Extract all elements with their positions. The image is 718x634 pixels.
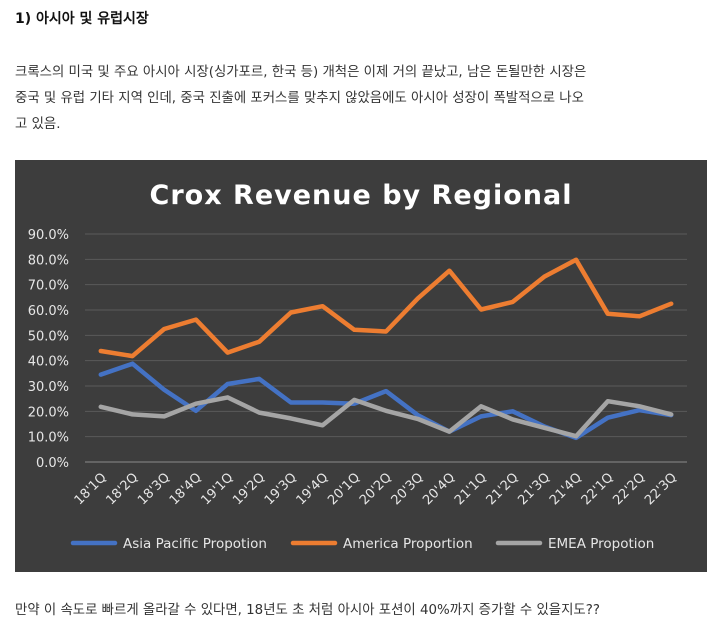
x-tick-label: 20'2Q [357,470,395,508]
y-tick-label: 70.0% [28,279,69,294]
series-line [98,257,674,359]
legend-label: Asia Pacific Propotion [123,536,267,552]
legend-label: America Proportion [343,536,473,552]
x-tick-label: 21'1Q [452,470,490,508]
x-tick-label: 22'2Q [610,470,648,508]
x-tick-label: 20'4Q [420,470,458,508]
y-tick-label: 90.0% [28,228,69,243]
section-title: 1) 아시아 및 유럽시장 [15,11,149,27]
x-tick-label: 18'1Q [72,470,110,508]
x-tick-label: 18'3Q [135,470,173,508]
x-tick-label: 22'3Q [642,470,680,508]
series-line [98,395,674,439]
x-tick-label: 19'4Q [294,470,332,508]
paragraph-line: 중국 및 유럽 기타 지역 인데, 중국 진출에 포커스를 맞추지 않았음에도 … [15,91,584,106]
y-tick-label: 50.0% [28,329,69,344]
x-tick-label: 20'1Q [325,470,363,508]
paragraph-line: 크록스의 미국 및 주요 아시아 시장(싱가포르, 한국 등) 개척은 이제 거… [15,65,587,80]
x-tick-label: 21'4Q [547,470,585,508]
y-tick-label: 40.0% [28,355,69,370]
x-tick-label: 19'1Q [198,470,236,508]
x-tick-label: 19'2Q [230,470,268,508]
y-tick-label: 30.0% [28,380,69,395]
paragraph-line: 고 있음. [15,117,61,132]
x-tick-label: 19'3Q [262,470,300,508]
y-tick-label: 60.0% [28,304,69,319]
intro-paragraph: 크록스의 미국 및 주요 아시아 시장(싱가포르, 한국 등) 개척은 이제 거… [15,60,705,138]
chart-title: Crox Revenue by Regional [150,180,573,211]
y-tick-label: 0.0% [36,456,69,471]
x-tick-label: 21'3Q [515,470,553,508]
x-tick-label: 20'3Q [389,470,427,508]
y-tick-label: 10.0% [28,431,69,446]
y-tick-label: 80.0% [28,253,69,268]
revenue-chart: Crox Revenue by Regional 0.0% 10.0% 20.0% 3… [15,160,707,572]
x-tick-label: 18'4Q [167,470,205,508]
chart-canvas: Crox Revenue by Regional 0.0% 10.0% 20.0% 3… [28,180,687,552]
legend-label: EMEA Propotion [548,536,654,552]
y-tick-label: 20.0% [28,405,69,420]
x-tick-label: 21'2Q [484,470,522,508]
x-tick-label: 18'2Q [103,470,141,508]
footer-text: 만약 이 속도로 빠르게 올라갈 수 있다면, 18년도 초 처럼 아시아 포션… [15,603,600,618]
x-tick-label: 22'1Q [579,470,617,508]
